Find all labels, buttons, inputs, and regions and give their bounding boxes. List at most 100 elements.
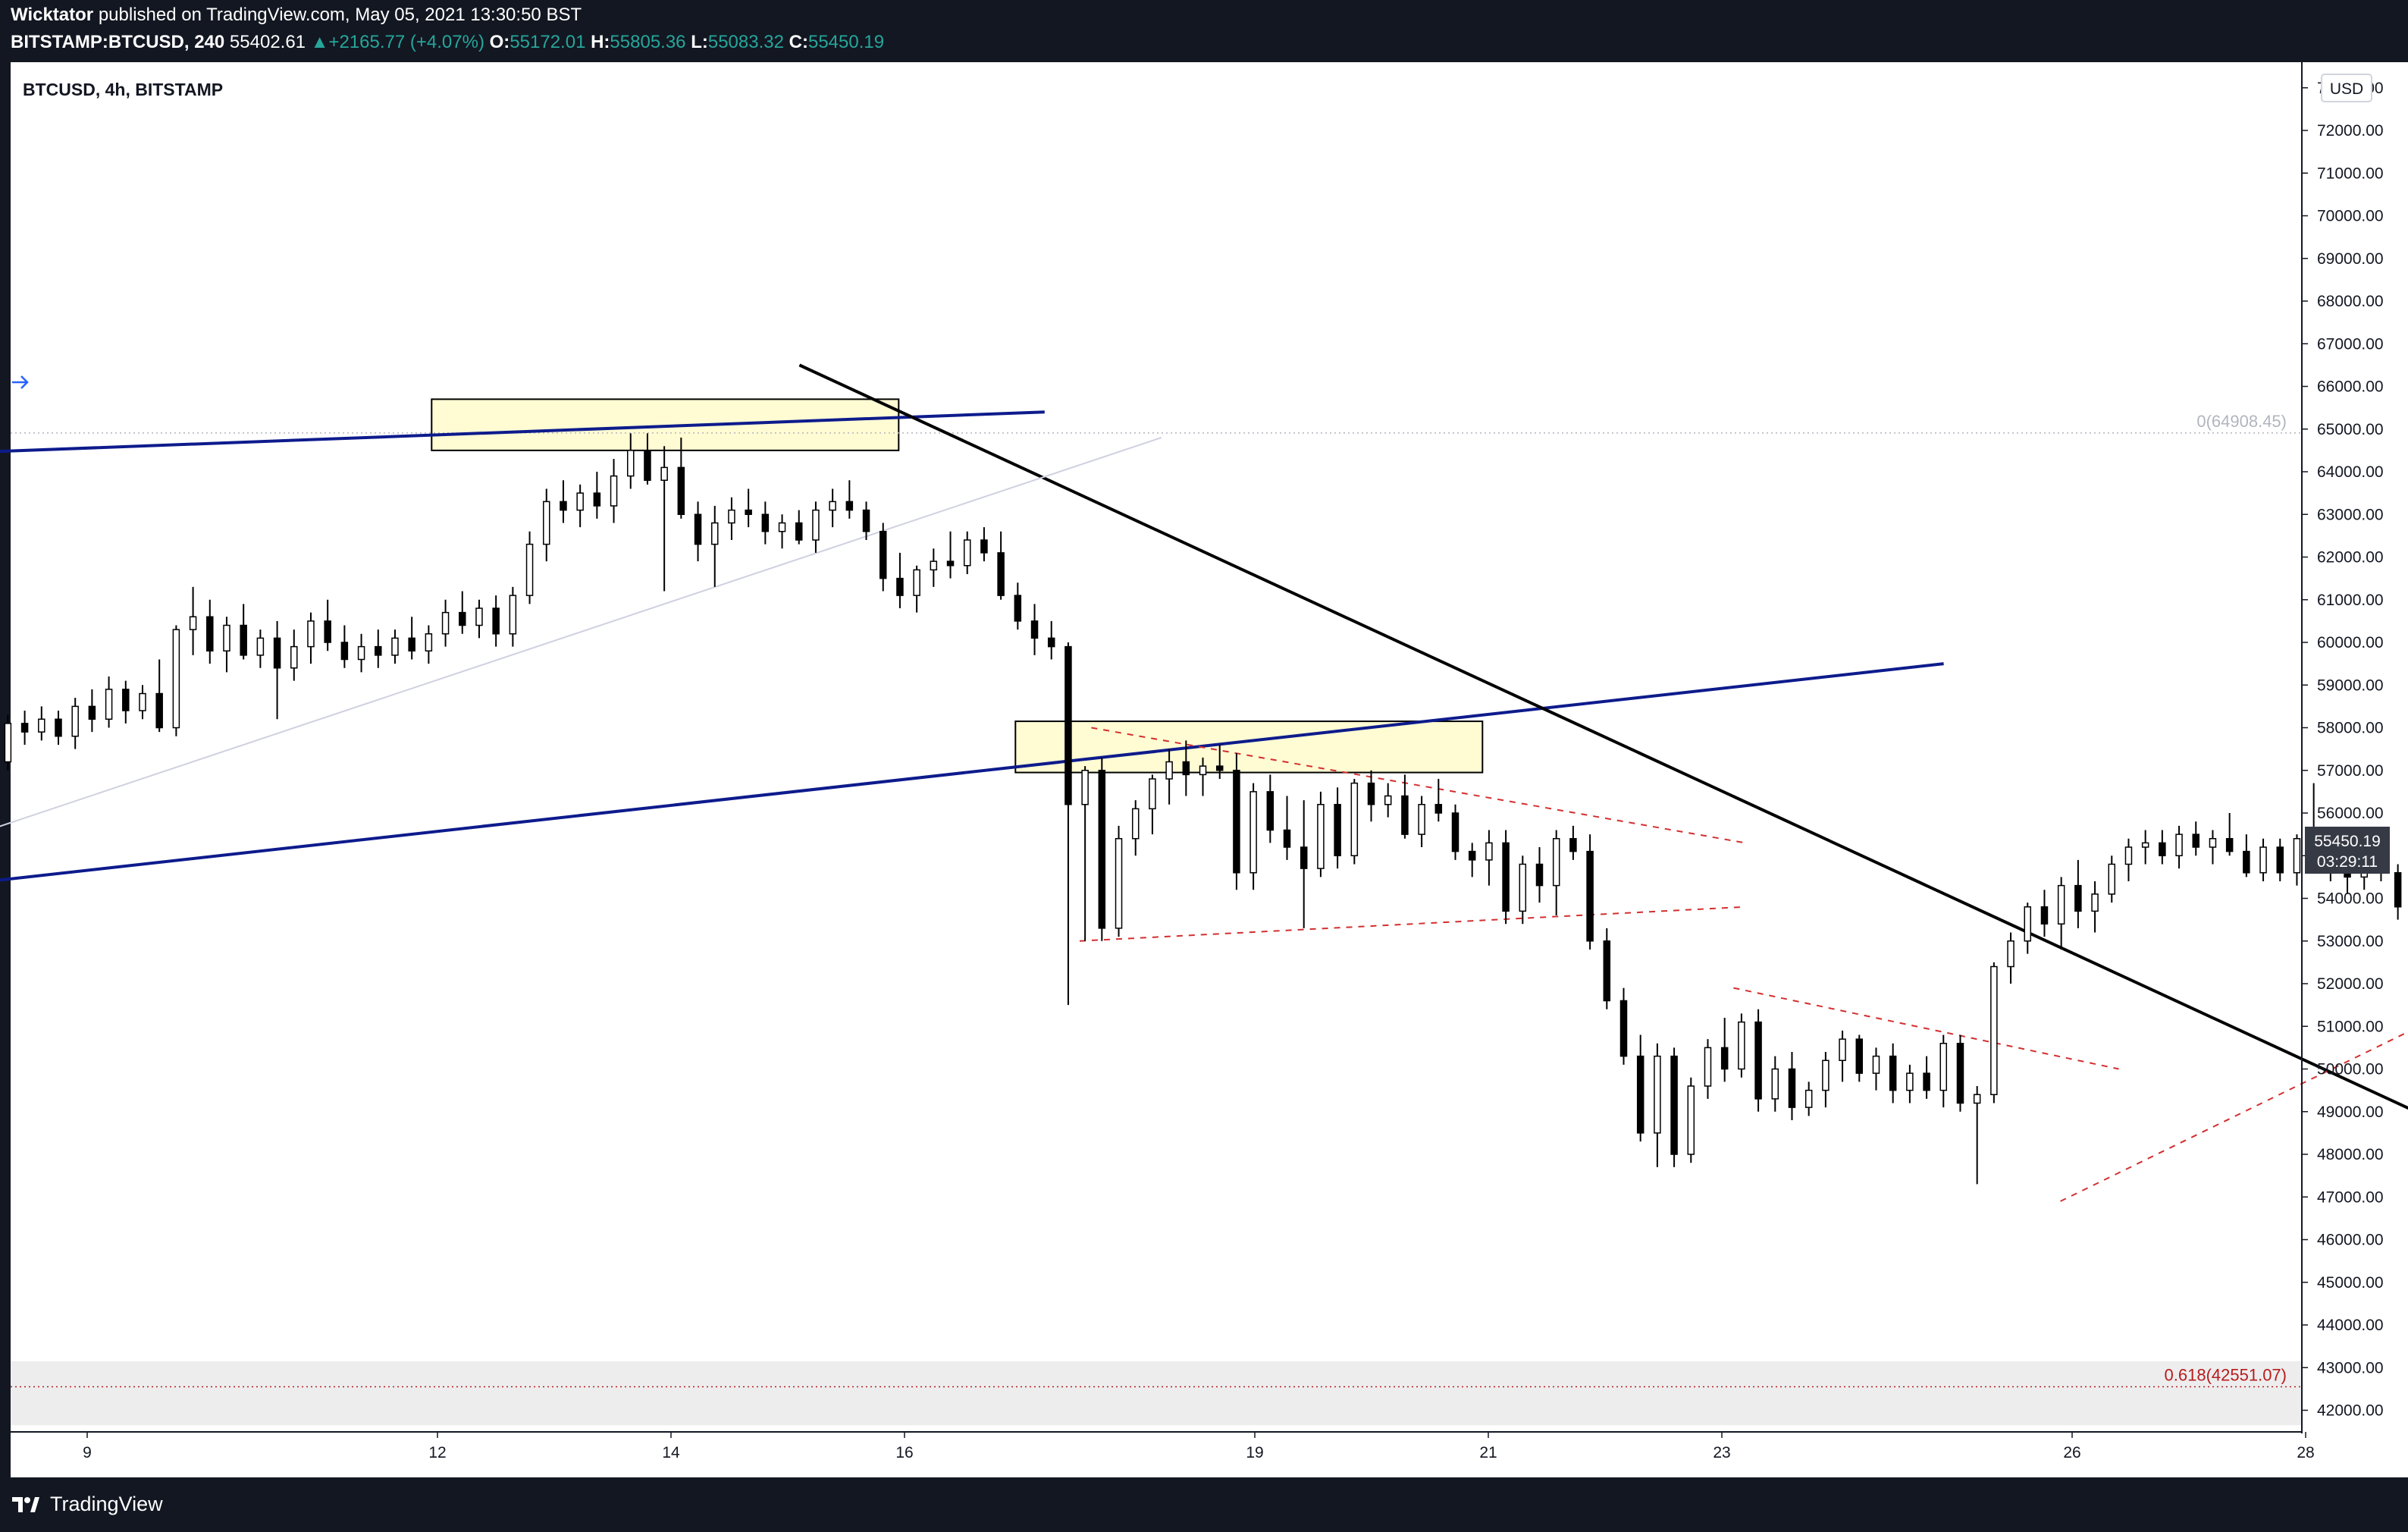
candle-body [1384,795,1392,805]
x-tick-label: 12 [428,1444,446,1461]
candle [761,501,770,545]
footer-brand[interactable]: TradingView [50,1493,163,1515]
candle [475,599,483,639]
candle-body [2108,863,2116,895]
tradingview-logo-icon[interactable] [11,1494,41,1515]
open-label: O: [489,32,510,52]
candle [139,685,146,720]
candle-body [2394,872,2402,908]
candle-body [1233,770,1240,874]
candle [1199,757,1207,796]
candle [778,514,786,549]
candle [862,501,870,540]
candle-body [1283,829,1291,848]
author-name[interactable]: Wicktator [11,5,94,25]
x-tick-label: 26 [2063,1444,2080,1461]
chart-header: Wicktator published on TradingView.com, … [0,0,2408,62]
candle-body [543,501,550,545]
candle-body [1367,782,1375,805]
close-value: 55450.19 [807,32,885,52]
candle [38,706,45,741]
last-price-tag-value: 55450.19 [2314,833,2381,850]
candle-body [1047,637,1055,648]
candle-body [1569,838,1577,852]
candle [55,711,62,745]
candle [1839,1030,1846,1082]
candle-body [845,501,854,511]
trend-line-3 [0,437,1162,827]
y-tick-label: 67000.00 [2317,335,2384,353]
y-tick-label: 68000.00 [2317,293,2384,310]
candle [879,523,887,592]
candle [2209,830,2217,865]
candle-body [105,689,113,720]
y-tick-label: 46000.00 [2317,1232,2384,1249]
candle [1030,604,1039,655]
candle [1687,1077,1695,1163]
candle [812,501,820,553]
candle-body [2124,846,2133,865]
candle-body [256,637,265,656]
trend-line-2 [798,363,2408,1110]
candle [946,531,955,579]
candle [509,586,517,647]
candle-body [122,689,130,711]
candle [1502,830,1510,925]
candle-body [644,450,651,481]
candle-body [1401,795,1409,835]
candle [593,472,601,519]
candle-body [1872,1055,1880,1074]
candle-body [38,718,45,733]
candle [845,480,854,519]
candle [1738,1013,1745,1078]
candle-body [677,466,685,515]
candle-body [711,522,719,545]
candle [1418,796,1425,847]
candle-body [1923,1072,1930,1091]
currency-badge[interactable]: USD [2321,74,2372,102]
candle [1149,774,1156,835]
candle [1131,800,1140,856]
candle-body [475,607,483,626]
change-value: +2165.77 (+4.07%) [328,32,484,52]
candle-body [492,607,500,635]
candle-body [560,501,567,511]
scroll-arrow-icon[interactable] [12,375,29,389]
sr-zone-2 [11,1361,2302,1426]
candle [1098,757,1106,941]
candle [4,714,12,771]
y-tick-label: 49000.00 [2317,1103,2384,1121]
candle-body [745,509,752,515]
candle [1754,1009,1762,1112]
candle [2057,877,2065,950]
high-value: 55805.36 [610,32,686,52]
candle [290,629,298,681]
candle [2259,838,2267,881]
candle [307,612,315,664]
candle-body [1300,846,1308,869]
y-tick-label: 42000.00 [2317,1402,2384,1420]
candle-body [441,611,450,635]
candle [1350,779,1359,865]
candle [1064,642,1072,1006]
candle-body [340,642,349,661]
candle-body [1720,1047,1729,1070]
candle-body [2225,838,2234,852]
trend-line-6 [1079,906,1745,942]
candle [1401,774,1409,839]
candle [913,565,920,613]
candle [240,604,247,660]
candle-body [795,522,803,541]
candle-body [1165,761,1173,780]
price-chart[interactable]: 0(64908.45)0.618(42551.07) Ascending Cor… [0,62,2408,1477]
candle-body [2074,884,2082,912]
candle [2394,864,2402,920]
candle-body [357,645,365,661]
candle-body [71,705,79,737]
candle-body [1654,1055,1661,1134]
y-tick-label: 72000.00 [2317,122,2384,140]
candle-body [2192,833,2200,848]
left-frame [0,62,11,1477]
candle-body [1956,1043,1964,1104]
y-tick-label: 71000.00 [2317,165,2384,182]
